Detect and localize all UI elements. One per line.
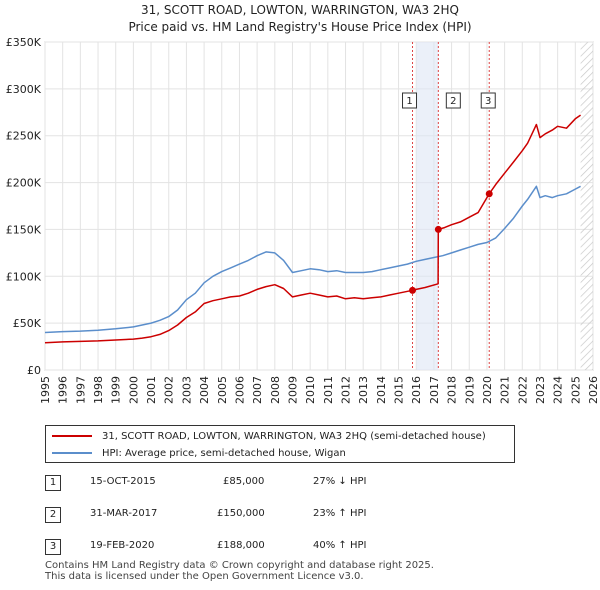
x-tick-label: 1995 bbox=[39, 376, 52, 404]
sale-point bbox=[485, 190, 493, 198]
x-tick-label: 2018 bbox=[446, 376, 459, 404]
y-tick-label: £350K bbox=[6, 36, 42, 49]
sale-point bbox=[434, 225, 442, 233]
grid bbox=[44, 41, 594, 371]
x-tick-label: 2026 bbox=[587, 376, 600, 404]
hpi-line bbox=[44, 185, 581, 334]
legend-swatch-hpi bbox=[52, 452, 92, 454]
property-line bbox=[44, 114, 582, 344]
chart-subtitle: Price paid vs. HM Land Registry's House … bbox=[128, 20, 472, 34]
sale-price: £85,000 bbox=[223, 476, 265, 487]
sale-row-1: 1 15-OCT-2015 £85,000 27% ↓ HPI bbox=[45, 473, 465, 493]
sale-label-box bbox=[445, 92, 461, 109]
sale-point bbox=[409, 286, 417, 294]
legend-label-hpi: HPI: Average price, semi-detached house,… bbox=[102, 447, 346, 459]
x-tick-label: 2024 bbox=[552, 376, 565, 404]
sale-label: 2 bbox=[450, 96, 456, 107]
sale-hpi-change: 23% ↑ HPI bbox=[313, 508, 367, 519]
sale-badge: 3 bbox=[45, 539, 61, 555]
x-tick-label: 2015 bbox=[393, 376, 406, 404]
x-tick-label: 2004 bbox=[198, 376, 211, 404]
x-tick-label: 2019 bbox=[463, 376, 476, 404]
x-tick-label: 2011 bbox=[322, 376, 335, 404]
sale-date: 15-OCT-2015 bbox=[90, 476, 156, 487]
x-tick-label: 2006 bbox=[233, 376, 246, 404]
axis-ticks: £0 £50K £100K £150K £200K £250K £300K £350K 1995… bbox=[6, 36, 600, 404]
y-tick-label: £50K bbox=[13, 317, 42, 330]
sale-hpi-change: 27% ↓ HPI bbox=[313, 476, 367, 487]
sale-price: £188,000 bbox=[217, 540, 265, 551]
sale-row-2: 2 31-MAR-2017 £150,000 23% ↑ HPI bbox=[45, 505, 465, 525]
sale-label-box bbox=[480, 92, 496, 109]
x-tick-label: 1996 bbox=[57, 376, 70, 404]
legend-item-property: 31, SCOTT ROAD, LOWTON, WARRINGTON, WA3 … bbox=[52, 428, 486, 444]
sale-date: 19-FEB-2020 bbox=[90, 540, 155, 551]
x-tick-label: 2010 bbox=[304, 376, 317, 404]
legend-swatch-property bbox=[52, 435, 92, 437]
sale-hpi-change: 40% ↑ HPI bbox=[313, 540, 367, 551]
x-tick-label: 2009 bbox=[286, 376, 299, 404]
x-tick-label: 1999 bbox=[110, 376, 123, 404]
chart-title: 31, SCOTT ROAD, LOWTON, WARRINGTON, WA3 … bbox=[140, 3, 460, 17]
x-tick-label: 2002 bbox=[163, 376, 176, 404]
x-tick-label: 2020 bbox=[481, 376, 494, 404]
y-tick-label: £250K bbox=[6, 130, 42, 143]
sale-badge: 1 bbox=[45, 475, 61, 491]
sale-label: 3 bbox=[485, 96, 491, 107]
sale-price: £150,000 bbox=[217, 508, 265, 519]
x-tick-label: 2022 bbox=[516, 376, 529, 404]
sale-date: 31-MAR-2017 bbox=[90, 508, 158, 519]
sale-label: 1 bbox=[406, 96, 412, 107]
y-tick-label: £0 bbox=[27, 364, 41, 377]
x-tick-label: 2021 bbox=[499, 376, 512, 404]
y-tick-label: £300K bbox=[6, 83, 42, 96]
highlight-band bbox=[416, 42, 439, 370]
x-tick-label: 2005 bbox=[216, 376, 229, 404]
x-tick-label: 2013 bbox=[357, 376, 370, 404]
footer: Contains HM Land Registry data © Crown c… bbox=[45, 560, 434, 582]
y-tick-label: £150K bbox=[6, 223, 42, 236]
legend-label-property: 31, SCOTT ROAD, LOWTON, WARRINGTON, WA3 … bbox=[102, 430, 486, 442]
x-tick-label: 2014 bbox=[375, 376, 388, 404]
x-tick-label: 2023 bbox=[534, 376, 547, 404]
legend: 31, SCOTT ROAD, LOWTON, WARRINGTON, WA3 … bbox=[45, 425, 515, 463]
x-tick-label: 2003 bbox=[180, 376, 193, 404]
x-tick-label: 2007 bbox=[251, 376, 264, 404]
x-tick-label: 2017 bbox=[428, 376, 441, 404]
x-tick-label: 2008 bbox=[269, 376, 282, 404]
y-tick-label: £200K bbox=[6, 177, 42, 190]
y-tick-label: £100K bbox=[6, 270, 42, 283]
footer-license: This data is licensed under the Open Gov… bbox=[45, 571, 364, 582]
sale-markers: 1 2 3 bbox=[402, 92, 496, 294]
x-tick-label: 1998 bbox=[92, 376, 105, 404]
legend-item-hpi: HPI: Average price, semi-detached house,… bbox=[52, 445, 346, 461]
sale-badge: 2 bbox=[45, 507, 61, 523]
x-tick-label: 2001 bbox=[145, 376, 158, 404]
sale-label-box bbox=[402, 92, 418, 109]
x-tick-label: 2025 bbox=[569, 376, 582, 404]
plot-area bbox=[44, 41, 594, 371]
x-tick-label: 2012 bbox=[340, 376, 353, 404]
series-lines bbox=[44, 114, 582, 344]
x-tick-label: 1997 bbox=[74, 376, 87, 404]
price-chart: 1 2 3 £0 £50K £100K £150K £200K £250K £300K £350K… bbox=[6, 36, 600, 404]
forecast-hatch bbox=[580, 42, 593, 370]
x-tick-label: 2016 bbox=[410, 376, 423, 404]
x-tick-label: 2000 bbox=[127, 376, 140, 404]
sale-row-3: 3 19-FEB-2020 £188,000 40% ↑ HPI bbox=[45, 537, 465, 557]
footer-copyright: Contains HM Land Registry data © Crown c… bbox=[45, 560, 434, 571]
